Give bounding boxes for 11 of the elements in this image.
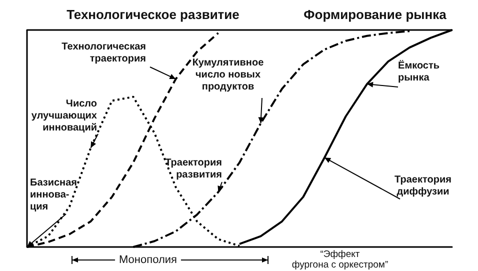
chart-title: Технологическое развитие [66, 7, 240, 22]
annotation: Ёмкость рынка [398, 60, 440, 84]
annotation: Кумулятивное число новых продуктов [192, 58, 264, 92]
text: “Эффект фургона с оркестром” [292, 248, 388, 270]
annotation: Траектория диффузии [394, 174, 452, 198]
annotation: Траектория развития [165, 158, 222, 180]
annotation: Число улучшающих инноваций [31, 98, 98, 134]
annotation: Технологическая траектория [62, 42, 146, 64]
text: Монополия [119, 254, 178, 266]
annotation: Базисная иннова- ция [30, 178, 78, 212]
chart-subtitle: Формирование рынка [304, 7, 448, 22]
